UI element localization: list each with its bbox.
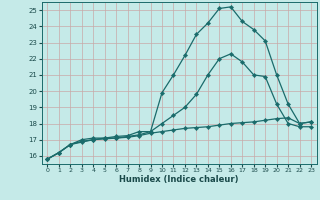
X-axis label: Humidex (Indice chaleur): Humidex (Indice chaleur) xyxy=(119,175,239,184)
